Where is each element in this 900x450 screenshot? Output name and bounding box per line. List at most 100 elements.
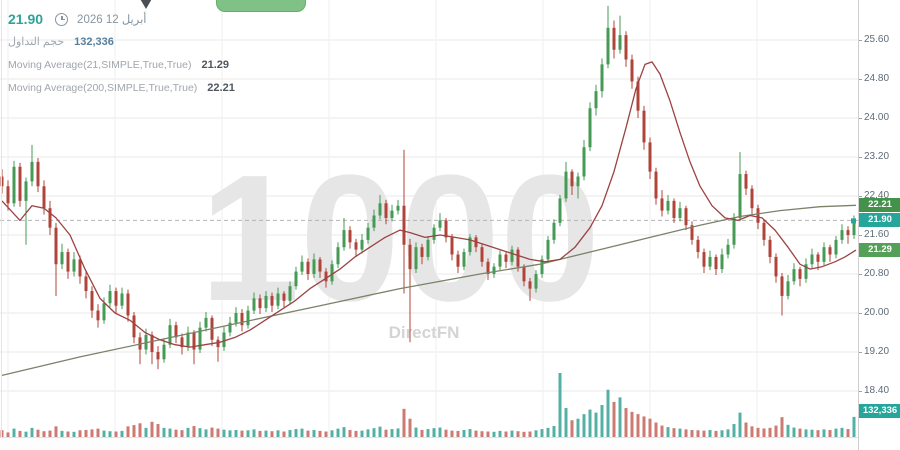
candle[interactable] bbox=[402, 205, 406, 245]
candle[interactable] bbox=[534, 274, 538, 289]
candle[interactable] bbox=[60, 252, 64, 265]
candle[interactable] bbox=[582, 147, 586, 177]
candle[interactable] bbox=[12, 166, 16, 204]
candle[interactable] bbox=[570, 171, 574, 187]
candle[interactable] bbox=[744, 174, 748, 189]
candle[interactable] bbox=[780, 276, 784, 296]
toolbar-icon-partial[interactable] bbox=[139, 0, 153, 9]
candle[interactable] bbox=[726, 244, 730, 255]
candle[interactable] bbox=[420, 247, 424, 257]
candle[interactable] bbox=[678, 208, 682, 218]
candle[interactable] bbox=[738, 174, 742, 218]
candle[interactable] bbox=[246, 310, 250, 326]
candle[interactable] bbox=[528, 281, 532, 289]
candle[interactable] bbox=[450, 237, 454, 255]
candle[interactable] bbox=[84, 276, 88, 292]
candle[interactable] bbox=[120, 293, 124, 306]
candle[interactable] bbox=[654, 171, 658, 199]
candle[interactable] bbox=[774, 256, 778, 277]
candle[interactable] bbox=[708, 256, 712, 267]
candle[interactable] bbox=[204, 317, 208, 328]
candle[interactable] bbox=[522, 266, 526, 282]
candle[interactable] bbox=[174, 325, 178, 338]
candle[interactable] bbox=[720, 254, 724, 270]
candle[interactable] bbox=[684, 208, 688, 226]
candle[interactable] bbox=[252, 298, 256, 311]
candle[interactable] bbox=[258, 298, 262, 309]
candle[interactable] bbox=[852, 220, 856, 235]
candle[interactable] bbox=[558, 198, 562, 223]
candle[interactable] bbox=[180, 337, 184, 348]
candle[interactable] bbox=[486, 261, 490, 274]
candle[interactable] bbox=[24, 181, 28, 201]
candle[interactable] bbox=[90, 291, 94, 311]
candle[interactable] bbox=[432, 227, 436, 240]
candle[interactable] bbox=[216, 339, 220, 348]
candle[interactable] bbox=[366, 227, 370, 240]
candle[interactable] bbox=[30, 161, 34, 182]
candle[interactable] bbox=[660, 198, 664, 211]
candle[interactable] bbox=[846, 230, 850, 235]
candle[interactable] bbox=[78, 259, 82, 277]
candle[interactable] bbox=[396, 205, 400, 211]
candle[interactable] bbox=[612, 27, 616, 50]
candle[interactable] bbox=[438, 220, 442, 228]
candle[interactable] bbox=[588, 108, 592, 148]
ma21-legend-row[interactable]: Moving Average(21,SIMPLE,True,True) 21.2… bbox=[8, 53, 235, 76]
candle[interactable] bbox=[414, 247, 418, 270]
candle[interactable] bbox=[312, 259, 316, 274]
ma200-legend-row[interactable]: Moving Average(200,SIMPLE,True,True) 22.… bbox=[8, 76, 235, 99]
candle[interactable] bbox=[798, 269, 802, 279]
candle[interactable] bbox=[696, 239, 700, 253]
candle[interactable] bbox=[198, 327, 202, 350]
candle[interactable] bbox=[132, 315, 136, 338]
candle[interactable] bbox=[576, 176, 580, 187]
candle[interactable] bbox=[756, 208, 760, 223]
candle[interactable] bbox=[54, 227, 58, 265]
candle[interactable] bbox=[96, 310, 100, 321]
candle[interactable] bbox=[72, 259, 76, 272]
candle[interactable] bbox=[624, 35, 628, 60]
candle[interactable] bbox=[18, 166, 22, 201]
candle[interactable] bbox=[822, 247, 826, 262]
candle[interactable] bbox=[6, 186, 10, 204]
candle[interactable] bbox=[264, 295, 268, 309]
candle[interactable] bbox=[306, 261, 310, 274]
candle[interactable] bbox=[228, 322, 232, 333]
candle[interactable] bbox=[288, 286, 292, 301]
volume-legend-row[interactable]: حجم التداول 132,336 bbox=[8, 30, 235, 53]
candle[interactable] bbox=[162, 344, 166, 360]
candle[interactable] bbox=[186, 332, 190, 348]
ma21-line[interactable] bbox=[1, 61, 857, 348]
candle[interactable] bbox=[330, 264, 334, 282]
candle[interactable] bbox=[378, 203, 382, 216]
candle[interactable] bbox=[480, 247, 484, 262]
candle[interactable] bbox=[384, 203, 388, 218]
candle[interactable] bbox=[276, 293, 280, 306]
candle[interactable] bbox=[354, 242, 358, 250]
candle[interactable] bbox=[732, 217, 736, 245]
candle[interactable] bbox=[702, 252, 706, 267]
candle[interactable] bbox=[516, 249, 520, 267]
candle[interactable] bbox=[636, 81, 640, 111]
candle[interactable] bbox=[372, 215, 376, 228]
candle[interactable] bbox=[540, 259, 544, 274]
candle[interactable] bbox=[510, 249, 514, 262]
candle[interactable] bbox=[714, 256, 718, 270]
candle[interactable] bbox=[834, 239, 838, 255]
candle[interactable] bbox=[156, 352, 160, 360]
candle[interactable] bbox=[546, 239, 550, 260]
candle[interactable] bbox=[498, 254, 502, 267]
candle[interactable] bbox=[768, 239, 772, 257]
candle[interactable] bbox=[840, 230, 844, 240]
candle[interactable] bbox=[444, 220, 448, 238]
candle[interactable] bbox=[342, 230, 346, 248]
candle[interactable] bbox=[630, 59, 634, 82]
candle[interactable] bbox=[150, 334, 154, 352]
candle[interactable] bbox=[282, 293, 286, 301]
candle[interactable] bbox=[336, 247, 340, 265]
candle[interactable] bbox=[0, 176, 4, 187]
clock-icon[interactable] bbox=[55, 12, 69, 26]
candle[interactable] bbox=[294, 271, 298, 287]
candle[interactable] bbox=[66, 252, 70, 272]
